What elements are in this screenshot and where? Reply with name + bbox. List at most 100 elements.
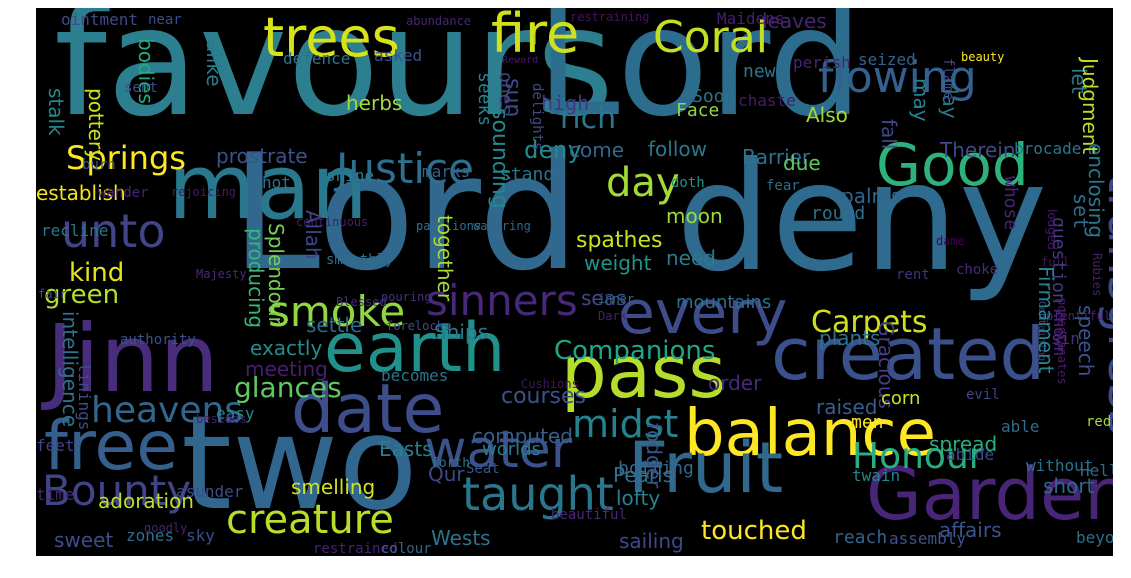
cloud-word: Therein bbox=[940, 138, 1016, 162]
cloud-word: sailing bbox=[619, 529, 684, 553]
cloud-word: free bbox=[44, 407, 179, 486]
cloud-word: Carpets bbox=[811, 305, 928, 340]
cloud-word: Gardens bbox=[866, 452, 1113, 536]
cloud-word: mountains bbox=[676, 292, 772, 313]
cloud-word: dame bbox=[936, 234, 965, 248]
cloud-word: herbs bbox=[346, 91, 403, 115]
cloud-word: Rubies bbox=[1090, 253, 1104, 297]
cloud-word: Wests bbox=[431, 526, 491, 550]
cloud-word: alike bbox=[202, 40, 226, 87]
cloud-word: restraining bbox=[570, 10, 650, 24]
cloud-word: taught bbox=[462, 467, 614, 521]
cloud-word: settle bbox=[306, 313, 363, 337]
cloud-word: Coral bbox=[653, 12, 768, 63]
cloud-word: sky bbox=[186, 526, 215, 545]
cloud-word: sin bbox=[1051, 329, 1080, 348]
cloud-word: Dark bbox=[598, 309, 627, 323]
cloud-word: deny bbox=[676, 131, 1048, 305]
cloud-word: flowing bbox=[818, 52, 977, 103]
cloud-word: rejoicing bbox=[171, 185, 237, 199]
cloud-word: Splendour bbox=[264, 223, 288, 325]
cloud-word: Honour bbox=[852, 436, 984, 477]
cloud-word: date bbox=[291, 370, 445, 449]
cloud-word: Ships bbox=[434, 320, 489, 344]
cloud-word: heavens bbox=[91, 390, 244, 431]
cloud-word: rich bbox=[560, 101, 617, 136]
cloud-word: courses bbox=[501, 384, 587, 409]
cloud-word: Also bbox=[806, 103, 848, 127]
cloud-word: Allah bbox=[301, 210, 325, 260]
cloud-word: whose bbox=[1000, 176, 1021, 231]
cloud-word: short bbox=[1043, 474, 1095, 498]
cloud-word: come bbox=[569, 138, 625, 162]
cloud-word: without bbox=[1026, 456, 1094, 475]
cloud-word: producing bbox=[244, 228, 268, 329]
cloud-word: full bbox=[1041, 255, 1070, 269]
cloud-word: continuous bbox=[296, 215, 369, 229]
cloud-word: fire bbox=[491, 8, 580, 65]
cloud-word: recline bbox=[41, 221, 109, 240]
cloud-word: Easts bbox=[379, 437, 433, 461]
cloud-word: reach bbox=[833, 527, 888, 548]
cloud-word: fear bbox=[766, 178, 800, 194]
cloud-word: plants bbox=[819, 326, 881, 350]
cloud-word: red bbox=[1086, 414, 1112, 430]
cloud-word: beyond bbox=[1076, 528, 1113, 547]
cloud-word: shine bbox=[326, 166, 375, 185]
cloud-word: balance bbox=[684, 397, 936, 471]
cloud-word: seized bbox=[858, 50, 916, 69]
cloud-word: Bounty bbox=[42, 466, 192, 515]
cloud-word: time bbox=[36, 485, 75, 504]
cloud-word: Judgment bbox=[1078, 58, 1102, 155]
cloud-word: lofty bbox=[616, 486, 661, 510]
cloud-word: pottery bbox=[84, 88, 108, 161]
cloud-word: speech bbox=[1074, 305, 1098, 377]
cloud-word: pavilions bbox=[416, 219, 482, 233]
cloud-word: Maidens bbox=[717, 9, 785, 28]
cloud-word: ointment bbox=[61, 10, 139, 29]
cloud-word: stalk bbox=[44, 88, 68, 136]
cloud-word: forth bbox=[431, 456, 471, 471]
cloud-word: pouring bbox=[381, 290, 432, 304]
cloud-word: rent bbox=[896, 267, 930, 283]
cloud-word: beauty bbox=[961, 50, 1005, 64]
cloud-word: meeting bbox=[245, 357, 328, 381]
cloud-word: day bbox=[606, 160, 680, 206]
cloud-word: abundance bbox=[406, 14, 472, 28]
cloud-word: brocade bbox=[1014, 139, 1082, 158]
cloud-word: Springs bbox=[66, 139, 186, 177]
cloud-word: Good bbox=[876, 131, 1029, 199]
cloud-word: earth bbox=[324, 309, 506, 388]
cloud-word: near bbox=[148, 12, 182, 28]
cloud-word: Cushions bbox=[521, 377, 579, 391]
cloud-word: leaves bbox=[762, 9, 827, 33]
cloud-word: smoothly bbox=[326, 252, 394, 268]
cloud-word: weight bbox=[584, 251, 652, 275]
cloud-word: palms bbox=[841, 184, 902, 208]
cloud-word: Lord bbox=[536, 8, 863, 150]
word-cloud: favours Lord Lord deny man Jinn earth pass creat… bbox=[36, 8, 1113, 556]
cloud-word: zones bbox=[126, 526, 175, 545]
cloud-word: glances bbox=[234, 371, 342, 404]
cloud-word: every bbox=[618, 278, 788, 348]
cloud-word: touched bbox=[701, 516, 807, 546]
cloud-word: sounding bbox=[487, 108, 512, 209]
cloud-word: Fruit bbox=[628, 427, 784, 509]
cloud-word: computed bbox=[472, 424, 573, 448]
cloud-word: Firmament bbox=[1034, 266, 1058, 374]
cloud-word: creature bbox=[226, 497, 394, 543]
cloud-word: able bbox=[1001, 417, 1040, 436]
cloud-word: stand bbox=[500, 164, 555, 185]
cloud-word: Soon bbox=[692, 86, 736, 107]
cloud-word: seas bbox=[581, 286, 627, 310]
cloud-word: perish bbox=[793, 53, 851, 72]
cloud-word: becomes bbox=[381, 366, 449, 385]
cloud-word: due bbox=[783, 151, 821, 175]
cloud-word: unto bbox=[61, 204, 166, 258]
cloud-word: burn bbox=[82, 157, 116, 173]
cloud-word: sent bbox=[124, 80, 158, 96]
cloud-word: Blessed bbox=[336, 295, 387, 309]
cloud-word: easy bbox=[216, 404, 255, 423]
cloud-word: twain bbox=[852, 466, 901, 485]
cloud-word: two bbox=[181, 387, 418, 539]
